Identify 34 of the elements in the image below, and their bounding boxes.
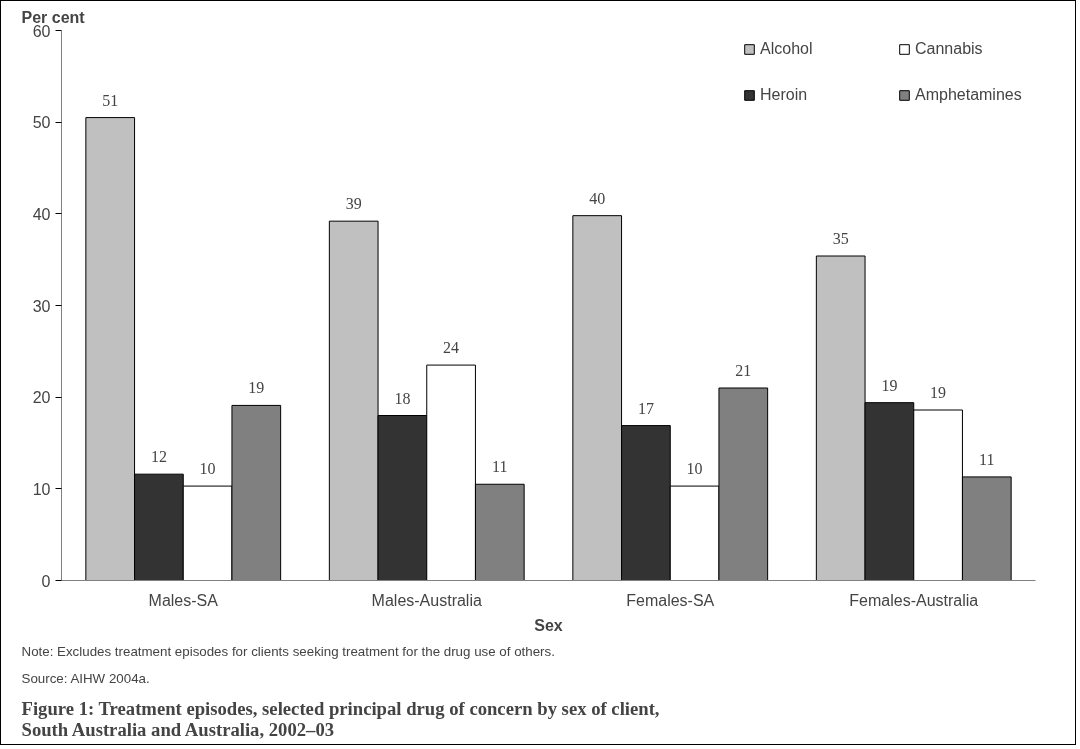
y-tick-label: 30 xyxy=(32,297,51,315)
y-tick-label: 0 xyxy=(41,572,51,590)
x-axis-title: Sex xyxy=(534,616,563,634)
data-label: 10 xyxy=(686,460,703,478)
legend-label: Alcohol xyxy=(760,40,814,58)
x-tick-label: Females-SA xyxy=(626,591,715,609)
data-label: 24 xyxy=(443,339,460,357)
y-tick-label: 20 xyxy=(32,389,51,407)
legend-label: Cannabis xyxy=(915,40,984,58)
text: Figure 1: Treatment episodes, selected principal drug of concern by sex of client, South Australia and Australia, 2002–03 xyxy=(21,697,660,740)
y-tick-label: 40 xyxy=(32,205,51,223)
data-label: 10 xyxy=(199,460,216,478)
data-label: 19 xyxy=(881,376,898,394)
data-label: 35 xyxy=(832,230,849,247)
x-tick-label: Males-SA xyxy=(148,591,219,609)
source-note: Source: AIHW 2004a. xyxy=(21,670,150,686)
y-tick-label: 10 xyxy=(32,480,51,498)
data-label: 11 xyxy=(979,450,995,468)
text: Note: Excludes treatment episodes for clients seeking treatment for the drug use of others. xyxy=(21,643,555,659)
legend-label: Heroin xyxy=(760,86,809,104)
data-label: 12 xyxy=(150,448,167,466)
data-label: 17 xyxy=(637,399,654,417)
y-tick-label: 50 xyxy=(32,114,51,132)
data-label: 11 xyxy=(492,458,508,476)
x-tick-label: Males-Australia xyxy=(371,591,482,609)
data-label: 19 xyxy=(248,379,265,397)
data-label: 18 xyxy=(394,389,411,407)
data-label: 19 xyxy=(930,384,947,401)
data-label: 21 xyxy=(735,362,752,379)
legend-label: Amphetamines xyxy=(915,86,1023,104)
x-tick-label: Females-Australia xyxy=(849,591,979,609)
data-label: 51 xyxy=(102,91,119,109)
data-label: 39 xyxy=(345,195,362,213)
data-label: 40 xyxy=(589,189,606,207)
